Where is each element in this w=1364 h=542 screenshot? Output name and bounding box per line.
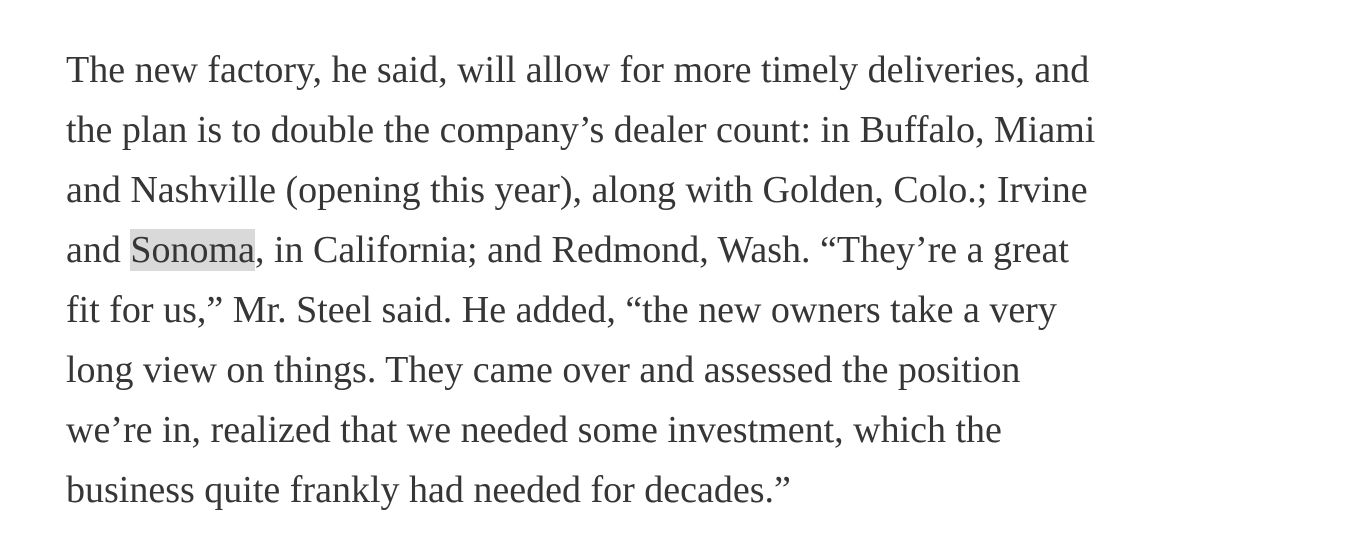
line-text-before-highlight: and — [66, 229, 131, 271]
paragraph-line: and Nashville (opening this year), along… — [66, 169, 1088, 211]
paragraph-line: long view on things. They came over and … — [66, 349, 1021, 391]
paragraph-line: business quite frankly had needed for de… — [66, 469, 791, 511]
article-paragraph: The new factory, he said, will allow for… — [66, 40, 1296, 520]
paragraph-line: we’re in, realized that we needed some i… — [66, 409, 1002, 451]
paragraph-line: The new factory, he said, will allow for… — [66, 49, 1090, 91]
paragraph-line: and Sonoma, in California; and Redmond, … — [66, 220, 1296, 280]
paragraph-line: fit for us,” Mr. Steel said. He added, “… — [66, 289, 1057, 331]
line-text-after-highlight: , in California; and Redmond, Wash. “The… — [254, 229, 1069, 271]
paragraph-line: the plan is to double the company’s deal… — [66, 109, 1096, 151]
selected-text-highlight[interactable]: Sonoma — [130, 229, 255, 271]
